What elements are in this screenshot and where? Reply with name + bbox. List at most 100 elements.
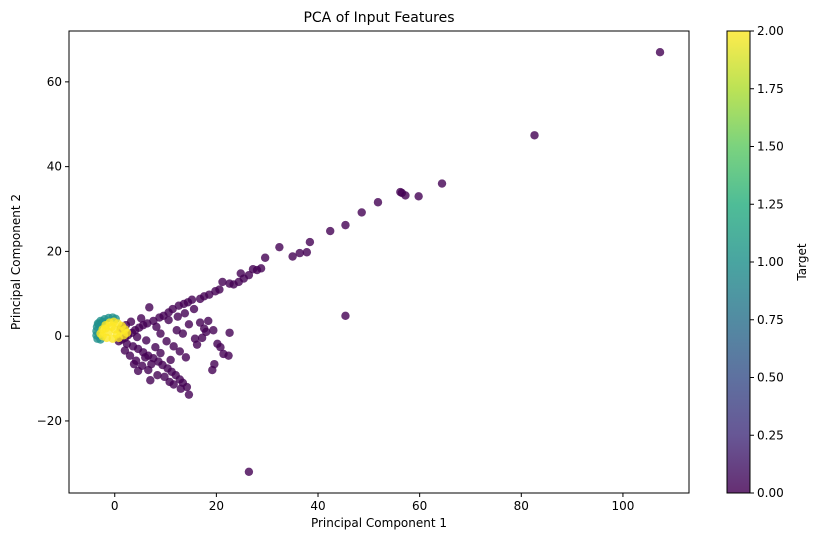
point-target-0-82 [172, 326, 181, 335]
point-target-0-15 [275, 242, 284, 252]
point-target-0-112 [141, 353, 150, 362]
point-target-0-81 [156, 329, 165, 338]
point-target-2-19 [101, 324, 110, 333]
point-target-0-16 [260, 253, 270, 262]
point-target-0-65 [184, 390, 194, 399]
point-target-0-83 [184, 320, 194, 329]
points-layer [92, 47, 665, 477]
point-target-0-111 [166, 355, 175, 365]
point-target-0-113 [133, 366, 143, 376]
point-target-0-77 [162, 337, 171, 346]
point-target-0-22 [236, 269, 245, 278]
x-tick-label-4: 80 [514, 499, 529, 513]
point-target-0-76 [120, 346, 130, 355]
point-target-0-107 [180, 309, 190, 318]
point-target-0-7 [373, 198, 383, 207]
point-target-0-93 [225, 328, 234, 337]
point-target-0-40 [145, 303, 154, 312]
colorbar-tick-label-7: 1.75 [757, 82, 784, 96]
point-target-0-0 [655, 47, 665, 57]
y-tick-label-2: 20 [47, 244, 62, 258]
point-target-0-108 [189, 304, 199, 314]
x-axis-label: Principal Component 1 [311, 516, 447, 530]
point-target-0-9 [341, 220, 350, 230]
point-target-2-13 [98, 331, 107, 341]
x-tick-label-0: 0 [111, 499, 119, 513]
point-target-0-99 [132, 332, 142, 342]
point-target-0-87 [209, 326, 218, 335]
x-axis-ticks: 0 20 40 60 80 100 [111, 493, 634, 513]
point-target-0-80 [181, 353, 191, 362]
point-target-0-71 [146, 376, 155, 385]
y-tick-label-1: 0 [54, 329, 62, 343]
point-target-0-12 [302, 248, 312, 257]
point-target-0-118 [341, 311, 350, 321]
point-target-0-26 [218, 277, 227, 287]
colorbar-tick-label-6: 1.50 [757, 140, 784, 154]
colorbar-tick-label-5: 1.25 [757, 197, 784, 211]
colorbar-tick-label-2: 0.50 [757, 371, 784, 385]
point-target-0-110 [156, 348, 165, 358]
point-target-0-31 [195, 294, 205, 304]
point-target-0-85 [204, 316, 213, 326]
point-target-0-14 [288, 252, 297, 261]
point-target-0-28 [211, 287, 220, 296]
point-target-0-106 [173, 312, 182, 321]
y-axis-label: Principal Component 2 [9, 194, 23, 330]
point-target-0-68 [165, 377, 174, 387]
point-target-0-79 [175, 347, 184, 356]
point-target-0-114 [129, 359, 139, 369]
point-target-0-70 [153, 370, 162, 380]
point-target-0-3 [414, 192, 423, 201]
x-tick-label-3: 60 [412, 499, 427, 513]
point-target-0-13 [295, 248, 304, 258]
point-target-0-104 [152, 322, 161, 332]
point-target-0-105 [164, 315, 173, 325]
point-target-0-8 [357, 208, 366, 217]
point-target-0-66 [176, 384, 185, 393]
colorbar [726, 30, 751, 494]
point-target-0-19 [248, 265, 258, 274]
y-tick-label-3: 40 [47, 160, 62, 174]
point-target-0-39 [155, 313, 164, 322]
colorbar-tick-label-1: 0.25 [757, 428, 784, 442]
point-target-0-35 [174, 301, 183, 310]
colorbar-tick-label-4: 1.00 [757, 255, 784, 269]
colorbar-tick-label-0: 0.00 [757, 486, 784, 500]
point-target-0-10 [326, 226, 335, 236]
point-target-0-119 [244, 467, 254, 477]
point-target-0-115 [192, 340, 202, 349]
point-target-0-94 [224, 351, 233, 360]
point-target-0-25 [225, 279, 234, 288]
point-target-0-69 [160, 372, 169, 382]
point-target-0-84 [195, 318, 205, 327]
point-target-0-1 [530, 131, 539, 140]
point-target-0-116 [197, 333, 207, 343]
y-tick-label-0: −20 [37, 414, 62, 428]
point-target-0-11 [305, 237, 315, 247]
point-target-0-96 [178, 329, 188, 338]
point-target-0-75 [125, 351, 135, 360]
x-tick-label-1: 20 [209, 499, 224, 513]
point-target-0-6 [396, 187, 405, 197]
colorbar-tick-label-3: 0.75 [757, 313, 784, 327]
colorbar-label: Target [795, 243, 809, 281]
plot-frame [68, 30, 690, 494]
colorbar-ticks: 0.00 0.25 0.50 0.75 1.00 1.25 1.50 1.75 2.00 [750, 24, 784, 500]
x-tick-label-2: 40 [310, 499, 325, 513]
x-tick-label-5: 100 [611, 499, 634, 513]
point-target-2-18 [112, 330, 121, 339]
y-tick-label-4: 60 [47, 75, 62, 89]
y-axis-ticks: −20 0 20 40 60 [37, 75, 69, 428]
point-target-0-100 [136, 314, 146, 323]
point-target-0-2 [437, 179, 447, 188]
point-target-0-109 [147, 359, 156, 369]
chart-title: PCA of Input Features [303, 10, 454, 26]
point-target-0-97 [151, 342, 160, 352]
colorbar-tick-label-8: 2.00 [757, 24, 784, 38]
point-target-0-98 [142, 336, 151, 345]
point-target-0-92 [208, 365, 217, 375]
point-target-0-78 [169, 342, 178, 351]
